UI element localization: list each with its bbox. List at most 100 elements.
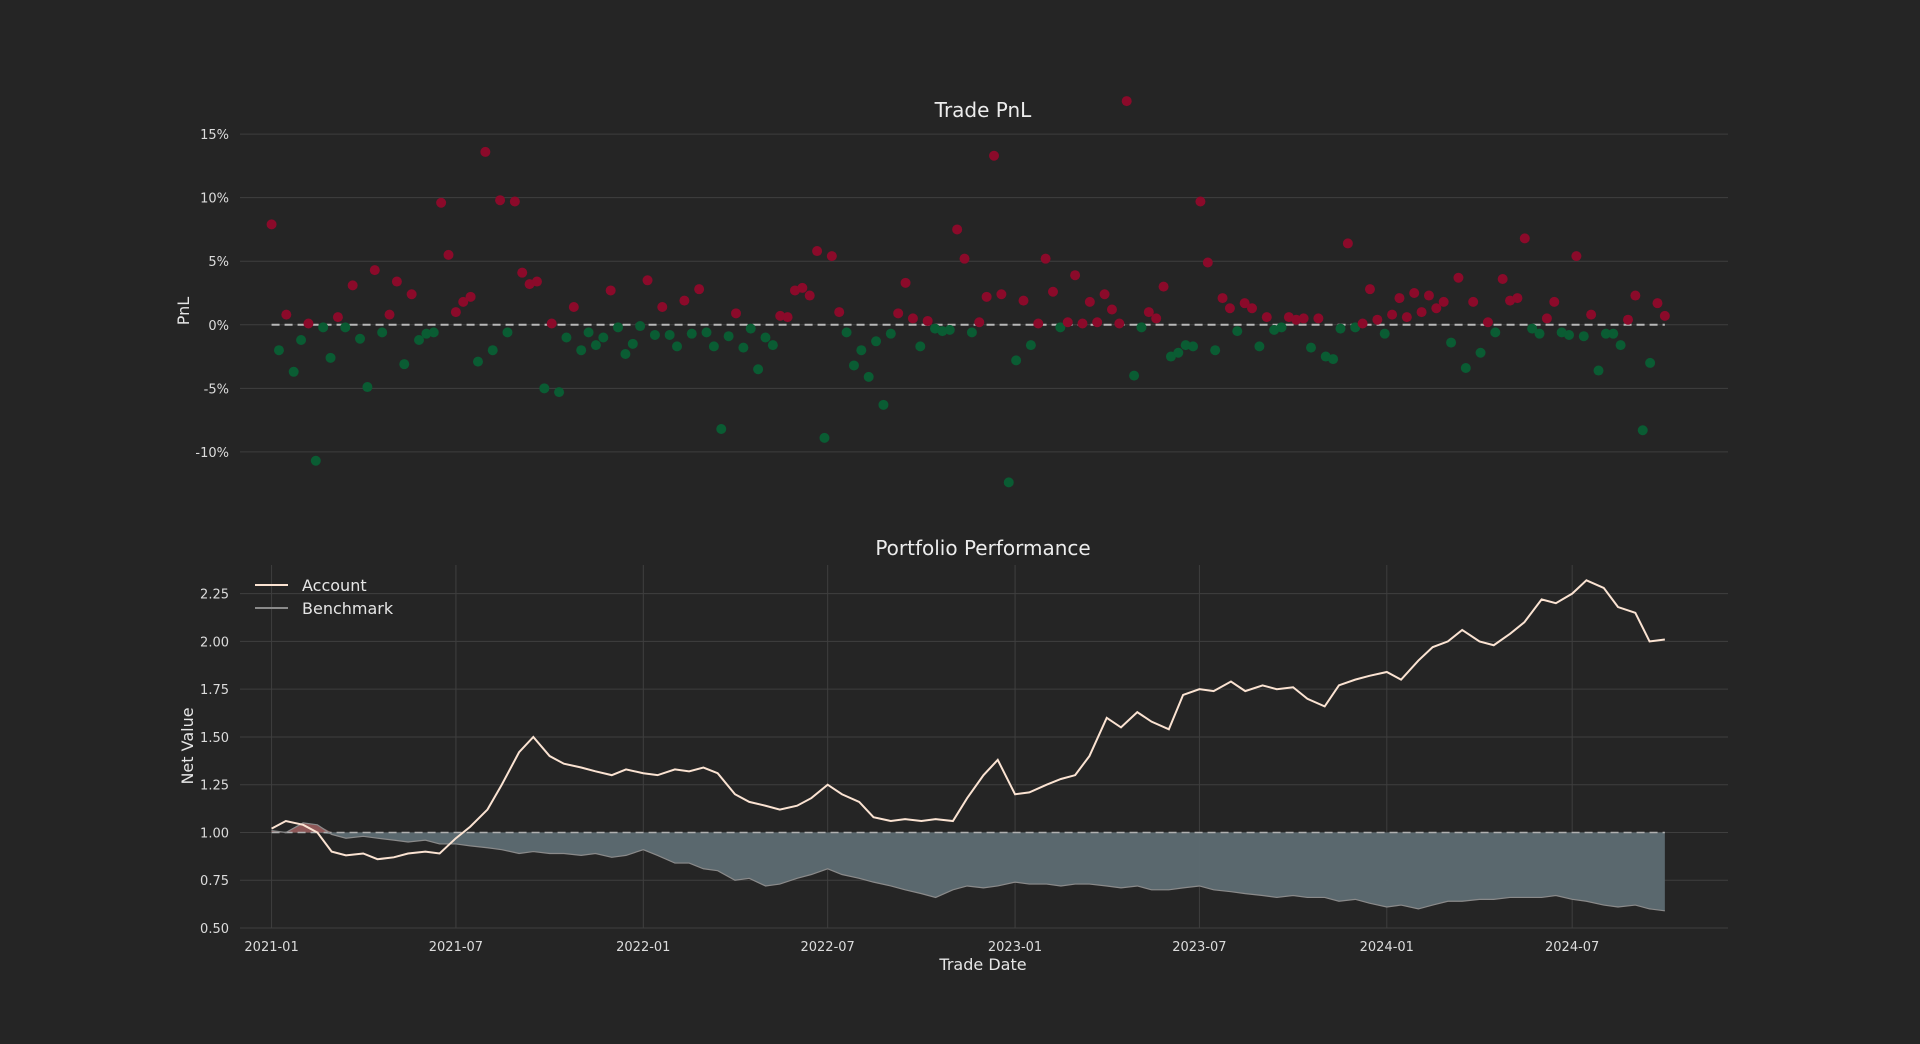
pnl-point <box>871 336 882 347</box>
pnl-point <box>701 327 712 338</box>
pnl-point <box>1534 328 1545 339</box>
pnl-point <box>450 307 461 318</box>
pnl-point <box>1003 477 1014 488</box>
pnl-point <box>642 275 653 286</box>
pnl-point <box>340 322 351 333</box>
pnl-point <box>421 328 432 339</box>
pnl-point <box>1497 274 1508 285</box>
pnl-point <box>1092 317 1103 328</box>
pnl-point <box>694 284 705 295</box>
pnl-point <box>804 290 815 301</box>
pnl-y-tick-label: 0% <box>208 319 229 334</box>
pnl-point <box>288 366 299 377</box>
pnl-point <box>952 224 963 235</box>
net-value-y-axis-label: Net Value <box>178 707 197 784</box>
pnl-point <box>281 309 292 320</box>
pnl-point <box>384 309 395 320</box>
pnl-point <box>465 291 476 302</box>
pnl-point <box>1438 296 1449 307</box>
portfolio-performance-panel: Portfolio Performance Net Value Trade Da… <box>178 536 1728 974</box>
pnl-y-tick-label: 15% <box>200 128 229 143</box>
pnl-point <box>1313 313 1324 324</box>
pnl-point <box>767 340 778 351</box>
perf-y-tick-label: 1.25 <box>200 779 229 794</box>
trade-pnl-panel: Trade PnL PnL -10% -5% 0% 5% 10% 15% <box>174 96 1728 488</box>
pnl-point <box>414 335 425 346</box>
pnl-point <box>369 265 380 276</box>
pnl-point <box>1306 342 1317 353</box>
pnl-point <box>723 331 734 342</box>
pnl-y-tick-label: -5% <box>204 382 229 397</box>
pnl-point <box>332 312 343 323</box>
pnl-point <box>922 315 933 326</box>
pnl-point <box>708 341 719 352</box>
pnl-point <box>436 197 447 208</box>
pnl-point <box>826 251 837 262</box>
pnl-point <box>635 321 646 332</box>
pnl-point <box>753 364 764 375</box>
pnl-point <box>554 387 565 398</box>
legend-benchmark-label: Benchmark <box>302 599 394 618</box>
pnl-point <box>1630 290 1641 301</box>
pnl-y-tick-label: -10% <box>195 446 229 461</box>
pnl-point <box>1136 322 1147 333</box>
pnl-point <box>1158 281 1169 292</box>
pnl-point <box>1011 355 1022 366</box>
pnl-y-tick-label: 5% <box>208 255 229 270</box>
pnl-point <box>1431 303 1442 314</box>
pnl-point <box>856 345 867 356</box>
pnl-point <box>620 349 631 360</box>
perf-x-tick-label: 2023-01 <box>988 940 1042 955</box>
pnl-point <box>1070 270 1081 281</box>
pnl-point <box>1564 329 1575 340</box>
pnl-point <box>848 360 859 371</box>
portfolio-performance-title: Portfolio Performance <box>875 536 1090 560</box>
pnl-point <box>495 195 506 206</box>
perf-y-tick-label: 0.75 <box>200 874 229 889</box>
pnl-point <box>863 371 874 382</box>
pnl-point <box>303 318 314 329</box>
pnl-point <box>900 277 911 288</box>
trade-pnl-gridlines <box>240 133 1728 453</box>
pnl-point <box>1106 304 1117 315</box>
pnl-point <box>509 196 520 207</box>
pnl-point <box>1394 293 1405 304</box>
pnl-point <box>325 352 336 363</box>
perf-x-tick-label: 2024-01 <box>1360 940 1414 955</box>
pnl-point <box>1475 347 1486 358</box>
pnl-point <box>1261 312 1272 323</box>
pnl-point <box>1600 328 1611 339</box>
pnl-point <box>1578 331 1589 342</box>
pnl-point <box>775 310 786 321</box>
pnl-point <box>1541 313 1552 324</box>
pnl-point <box>672 341 683 352</box>
pnl-point <box>1342 238 1353 249</box>
perf-y-tick-label: 1.00 <box>200 826 229 841</box>
pnl-point <box>1129 370 1140 381</box>
pnl-point <box>686 328 697 339</box>
pnl-point <box>782 312 793 323</box>
benchmark-line <box>271 822 1665 912</box>
pnl-point <box>657 301 668 312</box>
pnl-point <box>1018 295 1029 306</box>
pnl-point <box>443 249 454 260</box>
pnl-point <box>273 345 284 356</box>
pnl-point <box>310 455 321 466</box>
pnl-point <box>1055 322 1066 333</box>
pnl-point <box>1549 296 1560 307</box>
pnl-point <box>1372 314 1383 325</box>
pnl-point <box>1047 286 1058 297</box>
pnl-point <box>318 322 329 333</box>
perf-y-tick-label: 1.75 <box>200 683 229 698</box>
pnl-point <box>583 327 594 338</box>
perf-y-tick-label: 2.00 <box>200 635 229 650</box>
pnl-point <box>996 289 1007 300</box>
trade-pnl-points <box>266 96 1670 488</box>
pnl-point <box>502 327 513 338</box>
pnl-point <box>1143 307 1154 318</box>
pnl-point <box>738 342 749 353</box>
pnl-point <box>1446 337 1457 348</box>
pnl-point <box>362 382 373 393</box>
pnl-point <box>1453 272 1464 283</box>
